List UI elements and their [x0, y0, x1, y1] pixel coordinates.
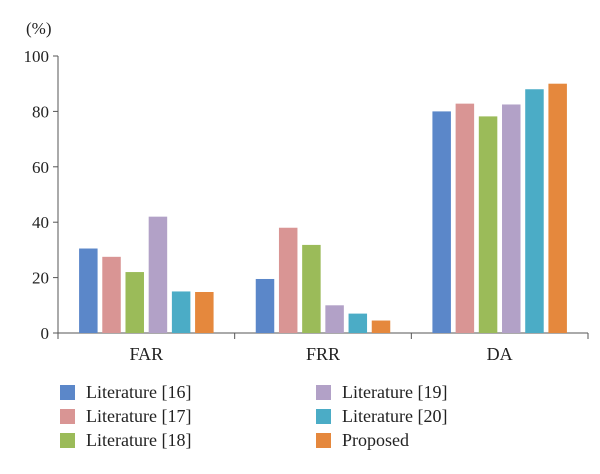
- legend-swatch: [316, 433, 331, 448]
- bar: [371, 320, 391, 333]
- bar: [325, 305, 344, 333]
- y-tick-label: 60: [32, 158, 49, 177]
- legend-label: Literature [16]: [86, 382, 191, 402]
- y-axis: 0 20 40 60 80 100: [24, 47, 59, 343]
- y-tick-label: 100: [24, 47, 50, 66]
- bar: [195, 292, 214, 333]
- x-category-label: DA: [487, 344, 513, 364]
- bar: [125, 272, 144, 333]
- legend-label: Literature [18]: [86, 430, 191, 450]
- legend-label: Literature [19]: [342, 382, 447, 402]
- legend-label: Proposed: [342, 430, 409, 450]
- y-tick-label: 40: [32, 213, 49, 232]
- bars: [79, 83, 567, 334]
- bar: [478, 116, 498, 333]
- bar: [148, 216, 168, 333]
- x-category-label: FRR: [306, 344, 340, 364]
- bar: [348, 313, 368, 333]
- legend-label: Literature [17]: [86, 406, 191, 426]
- bar: [278, 227, 298, 333]
- x-category-label: FAR: [129, 344, 163, 364]
- legend-swatch: [60, 409, 75, 424]
- bar: [302, 244, 321, 333]
- bar: [455, 103, 475, 333]
- bar: [171, 291, 191, 333]
- x-axis: FAR FRR DA: [57, 332, 589, 364]
- bar: [102, 256, 121, 333]
- bar: [432, 111, 451, 334]
- y-tick-label: 0: [41, 324, 50, 343]
- legend-swatch: [316, 409, 331, 424]
- legend-swatch: [316, 385, 331, 400]
- bar: [525, 89, 544, 334]
- y-unit-label: (%): [26, 19, 51, 38]
- legend: Literature [16] Literature [17] Literature…: [60, 382, 447, 450]
- bar: [79, 248, 98, 333]
- legend-swatch: [60, 433, 75, 448]
- legend-swatch: [60, 385, 75, 400]
- bar: [502, 104, 521, 333]
- bar: [548, 83, 567, 333]
- legend-label: Literature [20]: [342, 406, 447, 426]
- y-tick-label: 20: [32, 269, 49, 288]
- y-tick-label: 80: [32, 102, 49, 121]
- bar: [255, 278, 275, 333]
